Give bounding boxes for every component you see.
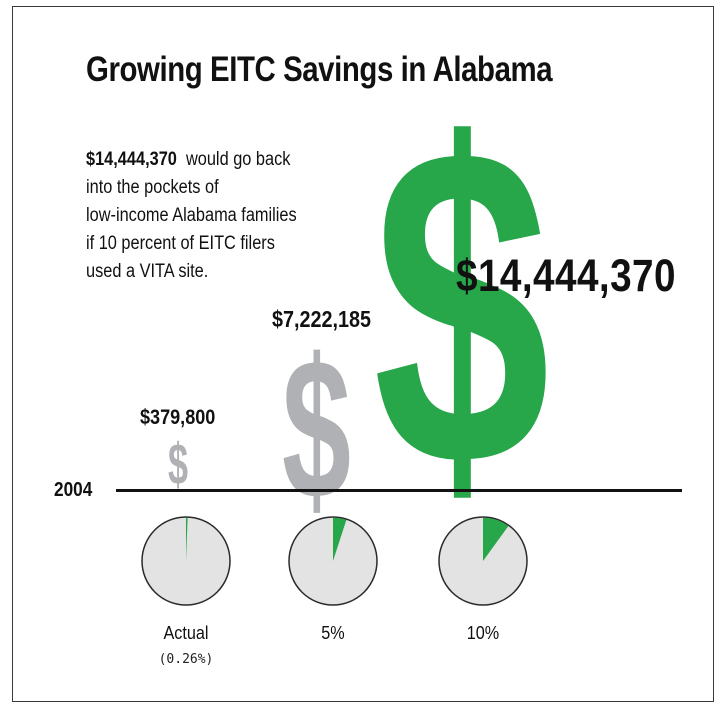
dollar-bar-actual: $ [168, 432, 189, 497]
description-line-4: if 10 percent of EITC filers [86, 233, 275, 254]
pie-actual [141, 516, 231, 606]
description-line-5: used a VITA site. [86, 261, 209, 282]
value-label-5-percent: $7,222,185 [272, 306, 372, 332]
pie-slice-5-percent [333, 517, 347, 561]
dollar-bar-5-percent: $ [282, 318, 351, 541]
value-label-actual: $379,800 [140, 406, 216, 429]
description-line-3: low-income Alabama families [86, 205, 297, 226]
pie-5-percent [288, 516, 378, 606]
pie-slice-actual [186, 517, 188, 561]
description-amount: $14,444,370 [86, 149, 177, 170]
chart-title: Growing EITC Savings in Alabama [86, 50, 553, 89]
figure-frame [12, 6, 714, 702]
category-sublabel-actual: (0.26%) [158, 652, 214, 667]
description-line-2: into the pockets of [86, 177, 219, 198]
description-line-1-rest: would go back [185, 149, 291, 170]
category-label-10-percent: 10% [466, 623, 500, 643]
value-label-10-percent: $14,444,370 [456, 250, 676, 301]
baseline-year-label: 2004 [54, 479, 93, 501]
baseline-axis [116, 489, 682, 492]
category-label-actual: Actual [163, 623, 209, 643]
pie-slice-10-percent [483, 517, 509, 561]
description-text: $14,444,370 would go back into the pocke… [86, 146, 370, 286]
category-label-5-percent: 5% [321, 623, 345, 643]
description-line-1: $14,444,370 would go back [86, 146, 370, 174]
pie-10-percent [438, 516, 528, 606]
dollar-bar-10-percent: $ [373, 53, 551, 561]
